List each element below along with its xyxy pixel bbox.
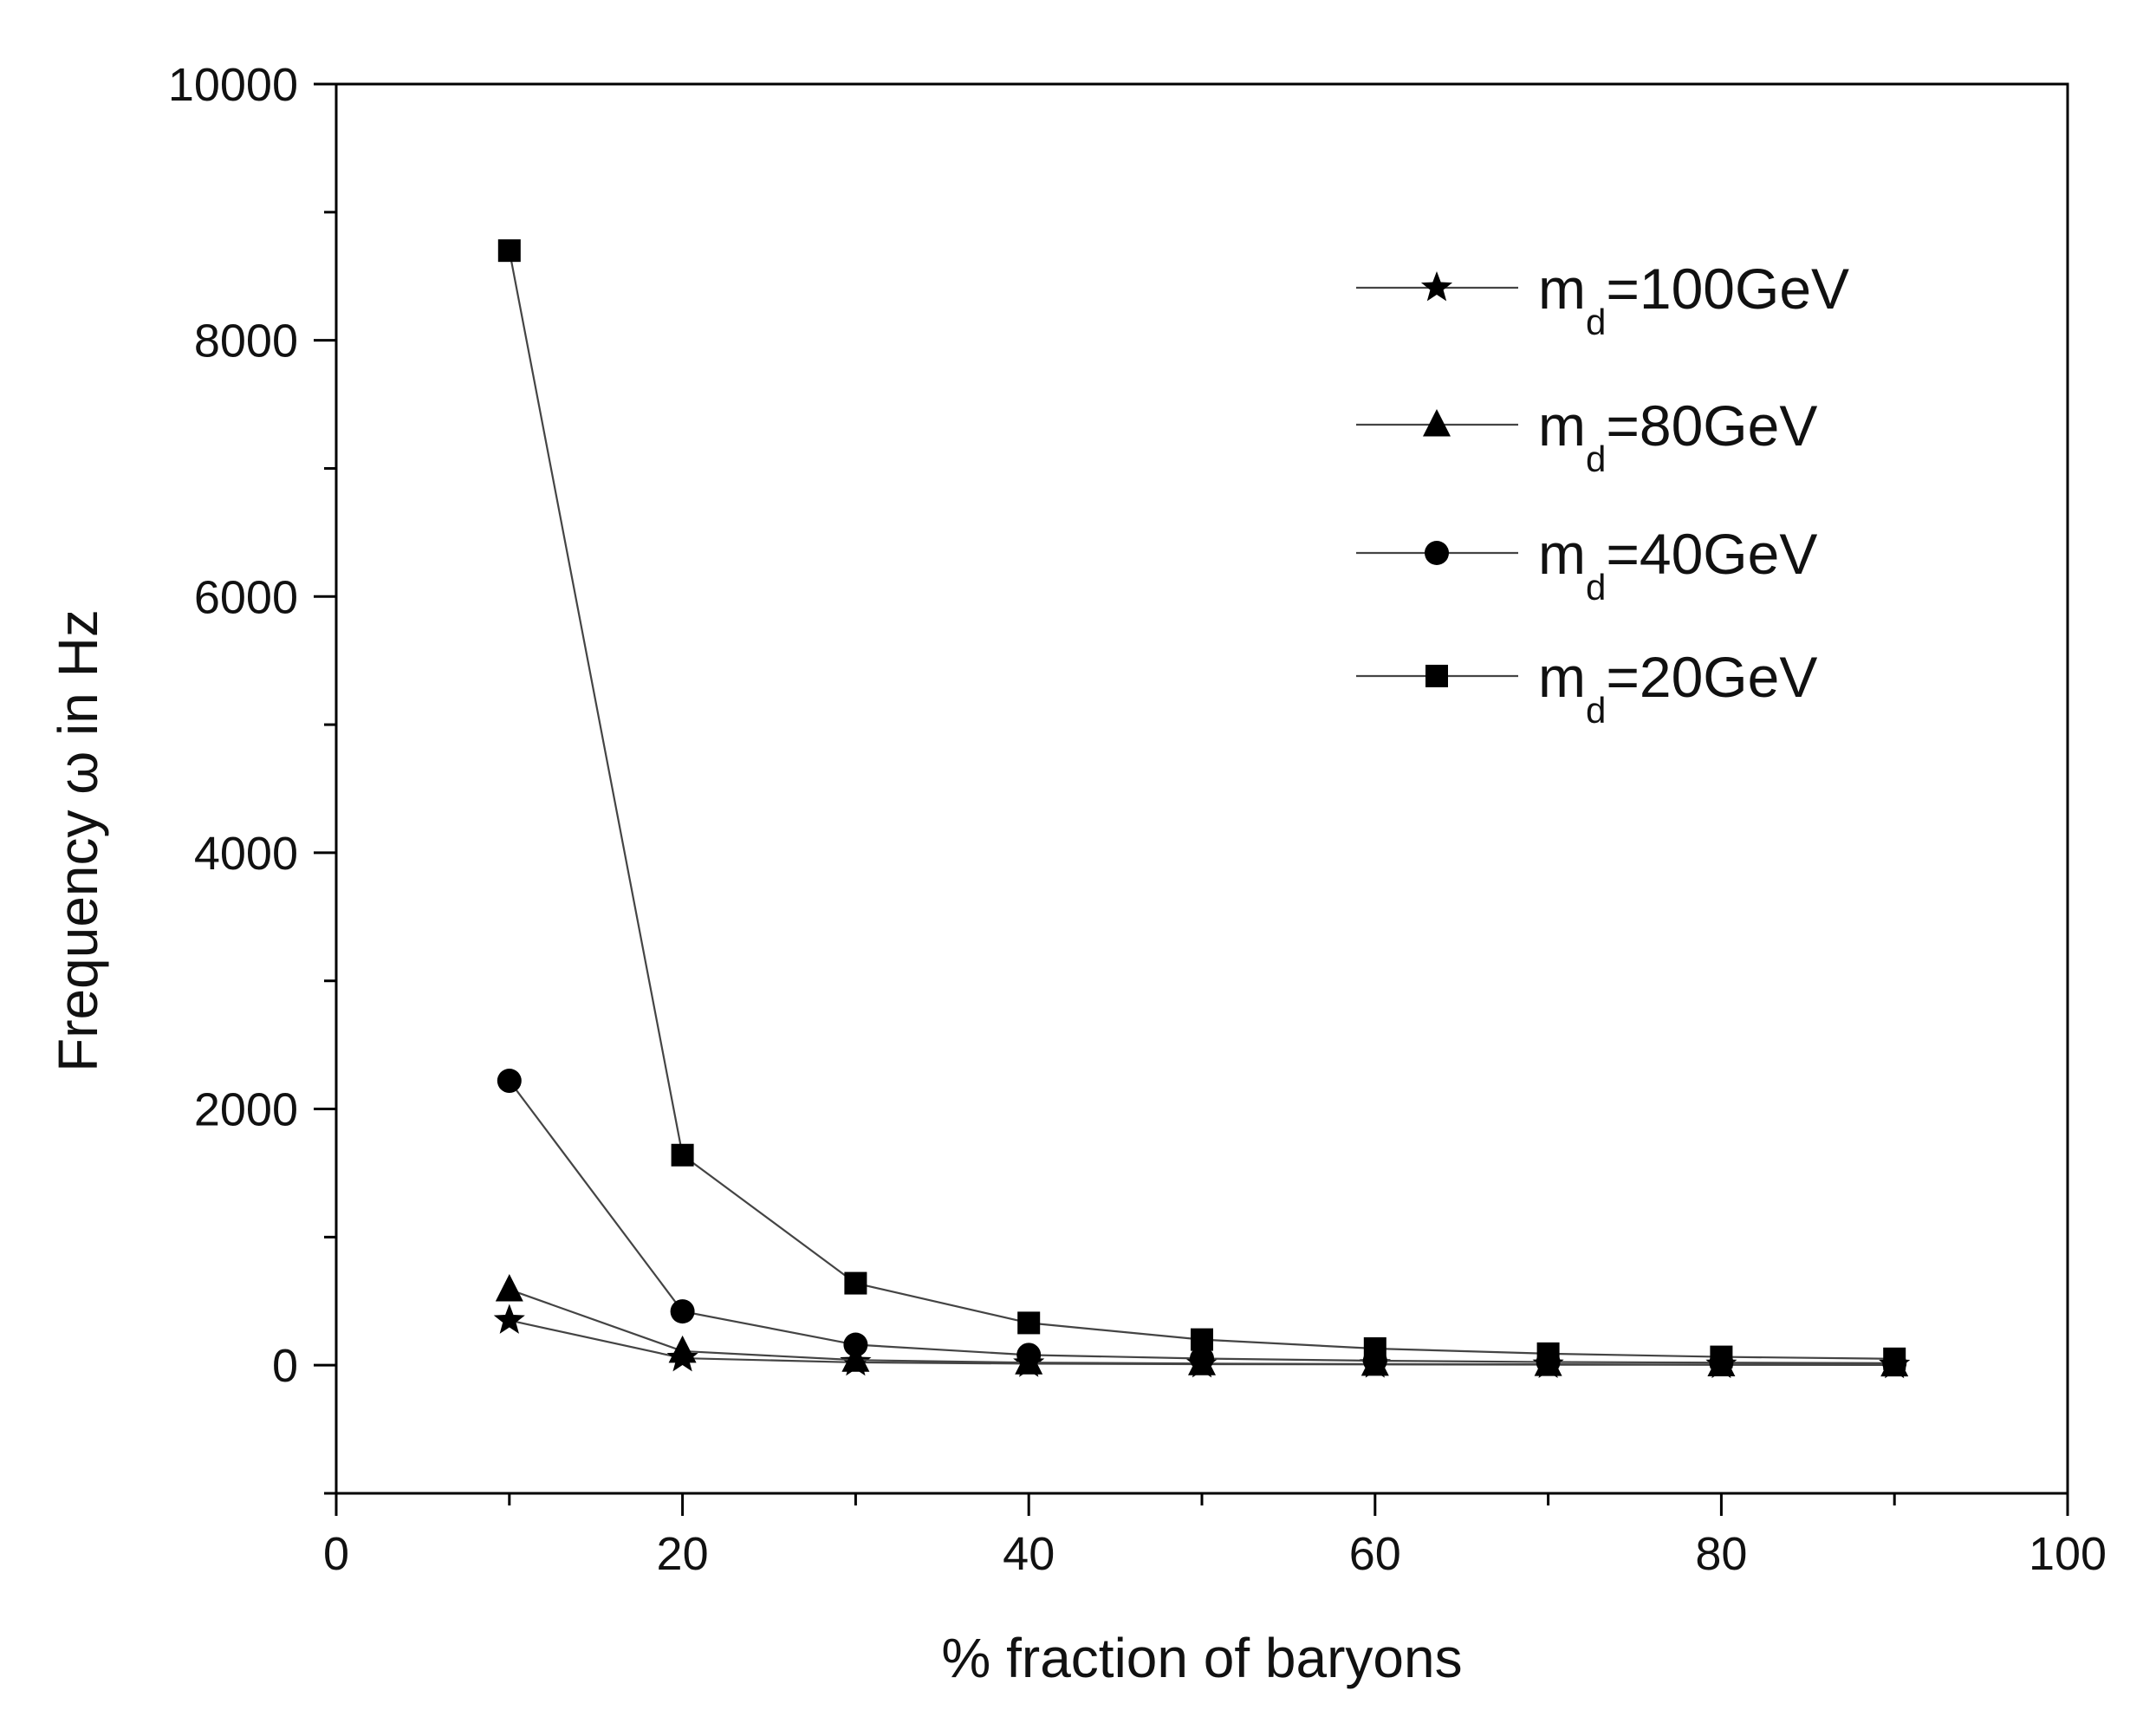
data-point-triangle: [668, 1335, 697, 1363]
legend-label-rest: =80GeV: [1606, 393, 1817, 458]
x-tick-label: 60: [1349, 1528, 1401, 1580]
y-axis-title: Frequency ω in Hz: [47, 609, 109, 1072]
x-tick-label: 80: [1695, 1528, 1747, 1580]
legend-label-rest: =40GeV: [1606, 522, 1817, 586]
legend-label: md=40GeV: [1538, 522, 1817, 608]
legend-entry: md=40GeV: [1356, 522, 1817, 608]
legend-label-subscript: d: [1586, 690, 1606, 731]
legend-label-subscript: d: [1586, 567, 1606, 608]
x-axis-title: % fraction of baryons: [941, 1627, 1462, 1689]
legend-label-rest: =20GeV: [1606, 645, 1817, 709]
y-tick-label: 6000: [194, 571, 298, 623]
data-point-square: [1363, 1336, 1386, 1360]
data-point-square: [1710, 1345, 1733, 1369]
data-point-square: [497, 239, 521, 263]
data-point-circle: [670, 1299, 695, 1324]
data-point-square: [844, 1271, 867, 1295]
y-tick-label: 8000: [194, 315, 298, 367]
legend-label-subscript: d: [1586, 302, 1606, 342]
y-tick-label: 4000: [194, 828, 298, 880]
legend-label-main: m: [1538, 257, 1586, 321]
legend-marker-star: [1420, 271, 1453, 302]
data-point-triangle: [495, 1273, 523, 1302]
axes-layer: 0 20 40 60 80 100 0 2000 4000 6000 8000 10000: [168, 59, 2107, 1580]
data-point-circle: [497, 1069, 522, 1094]
data-point-square: [671, 1143, 694, 1167]
legend-label-main: m: [1538, 522, 1586, 586]
legend-marker-triangle: [1423, 409, 1451, 437]
data-point-triangle: [841, 1344, 870, 1372]
data-point-star: [493, 1304, 525, 1334]
y-tick-label: 0: [272, 1340, 298, 1392]
x-tick-label: 100: [2029, 1528, 2107, 1580]
legend-label: md=80GeV: [1538, 393, 1817, 479]
y-tick-label: 2000: [194, 1084, 298, 1136]
legend-label-subscript: d: [1586, 439, 1606, 479]
x-tick-label: 0: [323, 1528, 349, 1580]
legend-entry: md=80GeV: [1356, 393, 1817, 479]
legend-entry: md=100GeV: [1356, 257, 1849, 342]
series-square: [497, 239, 1906, 1370]
data-point-square: [1536, 1342, 1560, 1365]
series-layer: [493, 239, 1911, 1379]
x-tick-label: 20: [657, 1528, 709, 1580]
data-point-square: [1191, 1328, 1213, 1351]
legend-label: md=20GeV: [1538, 645, 1817, 731]
legend-label-rest: =100GeV: [1606, 257, 1849, 321]
series-line: [508, 1080, 1895, 1364]
data-point-circle: [1016, 1343, 1042, 1368]
data-point-square: [1883, 1347, 1906, 1370]
x-tick-label: 40: [1003, 1528, 1055, 1580]
data-point-square: [1017, 1311, 1041, 1335]
legend-label-main: m: [1538, 393, 1586, 458]
legend-marker-circle: [1425, 541, 1449, 565]
legend-label: md=100GeV: [1538, 257, 1849, 342]
legend-marker-square: [1425, 665, 1448, 687]
legend-entry: md=20GeV: [1356, 645, 1817, 731]
legend-label-main: m: [1538, 645, 1586, 709]
data-point-circle: [843, 1332, 868, 1357]
y-tick-label: 10000: [168, 59, 298, 111]
data-point-circle: [1190, 1346, 1214, 1371]
